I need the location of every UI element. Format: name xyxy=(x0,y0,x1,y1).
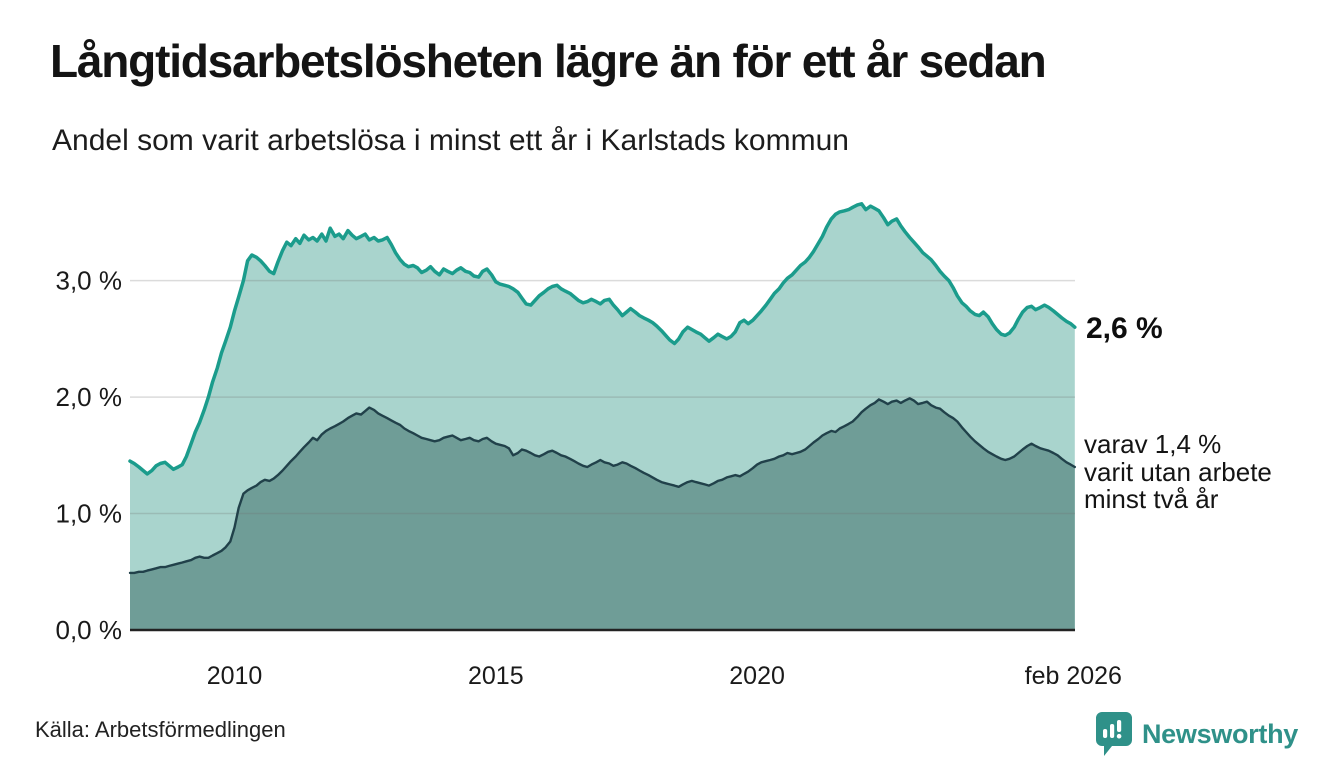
line-minst-ett-ar xyxy=(128,202,1077,476)
y-tick-label: 1,0 % xyxy=(56,499,123,529)
annotation-latest-total: 2,6 % xyxy=(1086,312,1163,345)
line-minst-tva-ar xyxy=(128,397,1076,575)
annotation-latest-subset: varav 1,4 % varit utan arbete minst två … xyxy=(1084,429,1272,514)
source-note: Källa: Arbetsförmedlingen xyxy=(35,717,286,742)
newsworthy-wordmark: Newsworthy xyxy=(1141,718,1298,749)
newsworthy-bubble-chart-icon xyxy=(1095,711,1133,757)
x-tick-label: 2010 xyxy=(207,662,263,690)
chart-subtitle: Andel som varit arbetslösa i minst ett å… xyxy=(52,124,849,157)
chart-canvas: 0,0 % 1,0 % 2,0 % 3,0 % 2010 2015 2020 feb 2026 xyxy=(56,202,1122,690)
area-chart: 0,0 % 1,0 % 2,0 % 3,0 % 2010 2015 2020 feb 2026 xyxy=(0,170,1340,690)
x-tick-label: 2015 xyxy=(468,662,524,690)
x-tick-label: feb 2026 xyxy=(1025,662,1122,690)
newsworthy-logo: Newsworthy xyxy=(1095,710,1298,758)
y-tick-label: 0,0 % xyxy=(56,615,123,645)
chart-title: Långtidsarbetslösheten lägre än för ett … xyxy=(50,35,1047,87)
y-tick-label: 2,0 % xyxy=(56,382,123,412)
area-minst-tva-ar xyxy=(130,398,1075,630)
y-tick-label: 3,0 % xyxy=(56,266,123,296)
x-tick-label: 2020 xyxy=(729,662,785,690)
